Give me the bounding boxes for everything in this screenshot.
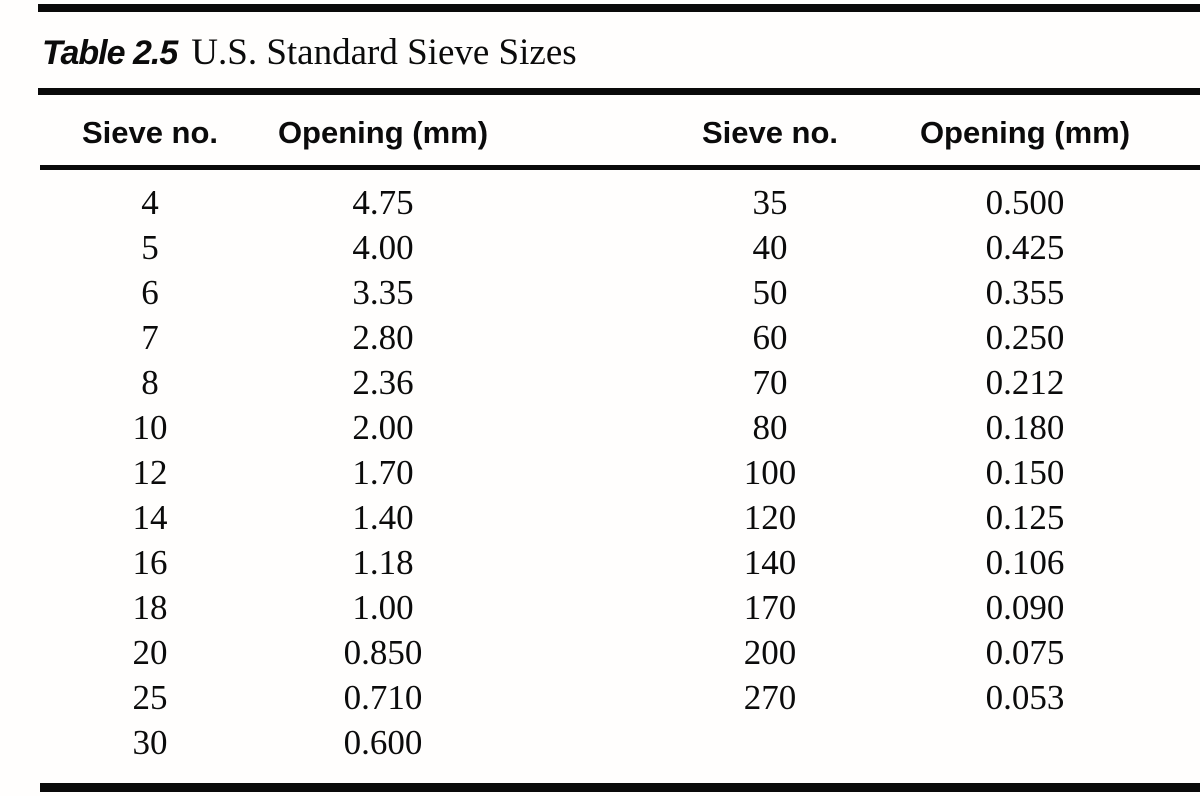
- top-rule: [38, 4, 1200, 12]
- opening-right-cell: 0.150: [985, 452, 1065, 492]
- sieve-no-left-cell: 10: [132, 407, 168, 447]
- header-opening-right: Opening (mm): [919, 115, 1131, 150]
- title-rule: [38, 88, 1200, 95]
- sieve-no-left-cell: 7: [141, 317, 159, 357]
- opening-right-cell: 0.250: [985, 317, 1065, 357]
- sieve-no-right-cell: 140: [743, 542, 797, 582]
- table-row: 30 0.600: [38, 720, 1158, 765]
- sieve-no-left-cell: 20: [132, 632, 168, 672]
- opening-left-cell: 2.36: [352, 362, 414, 402]
- sieve-no-right-cell: 60: [752, 317, 788, 357]
- header-sieve-no-left: Sieve no.: [81, 115, 219, 150]
- sieve-no-right-cell: 40: [752, 227, 788, 267]
- opening-left-cell: 0.600: [343, 722, 423, 762]
- table-title-text: U.S. Standard Sieve Sizes: [191, 32, 577, 73]
- header-opening-left: Opening (mm): [277, 115, 489, 150]
- sieve-no-left-cell: 6: [141, 272, 159, 312]
- sieve-no-left-cell: 18: [132, 587, 168, 627]
- opening-left-cell: 1.00: [352, 587, 414, 627]
- opening-right-cell: 0.106: [985, 542, 1065, 582]
- table-row: 4 4.75 35 0.500: [38, 180, 1158, 225]
- sieve-no-right-cell: 80: [752, 407, 788, 447]
- opening-right-cell: 0.355: [985, 272, 1065, 312]
- sieve-no-left-cell: 5: [141, 227, 159, 267]
- sieve-no-left-cell: 4: [141, 182, 159, 222]
- table-row: 25 0.710 270 0.053: [38, 675, 1158, 720]
- opening-left-cell: 1.18: [352, 542, 414, 582]
- sieve-no-left-cell: 12: [132, 452, 168, 492]
- header-sieve-no-right: Sieve no.: [701, 115, 839, 150]
- sieve-no-right-cell: 100: [743, 452, 797, 492]
- table-row: 12 1.70 100 0.150: [38, 450, 1158, 495]
- opening-right-cell: 0.212: [985, 362, 1065, 402]
- opening-left-cell: 3.35: [352, 272, 414, 312]
- opening-left-cell: 2.80: [352, 317, 414, 357]
- table-row: 16 1.18 140 0.106: [38, 540, 1158, 585]
- table-row: 20 0.850 200 0.075: [38, 630, 1158, 675]
- sieve-no-right-cell: 170: [743, 587, 797, 627]
- opening-right-cell: 0.180: [985, 407, 1065, 447]
- table-row: 18 1.00 170 0.090: [38, 585, 1158, 630]
- opening-left-cell: 1.40: [352, 497, 414, 537]
- opening-left-cell: 1.70: [352, 452, 414, 492]
- opening-right-cell: 0.425: [985, 227, 1065, 267]
- sieve-no-right-cell: 200: [743, 632, 797, 672]
- table-header-row: Sieve no. Opening (mm) Sieve no. Opening…: [38, 103, 1158, 163]
- table-row: 14 1.40 120 0.125: [38, 495, 1158, 540]
- opening-left-cell: 0.850: [343, 632, 423, 672]
- opening-left-cell: 0.710: [343, 677, 423, 717]
- opening-right-cell: 0.090: [985, 587, 1065, 627]
- header-rule: [40, 165, 1200, 170]
- sieve-no-left-cell: 14: [132, 497, 168, 537]
- sieve-no-right-cell: 120: [743, 497, 797, 537]
- sieve-no-left-cell: 30: [132, 722, 168, 762]
- table-row: 8 2.36 70 0.212: [38, 360, 1158, 405]
- table-row: 10 2.00 80 0.180: [38, 405, 1158, 450]
- opening-right-cell: 0.500: [985, 182, 1065, 222]
- sieve-no-right-cell: 70: [752, 362, 788, 402]
- opening-left-cell: 4.00: [352, 227, 414, 267]
- table-row: 7 2.80 60 0.250: [38, 315, 1158, 360]
- table-title-number: Table 2.5: [42, 34, 178, 72]
- table-row: 5 4.00 40 0.425: [38, 225, 1158, 270]
- sieve-no-right-cell: 35: [752, 182, 788, 222]
- sieve-table-body: 4 4.75 35 0.500 5 4.00 40 0.425 6 3.35 50 0.355 7 2.8…: [38, 180, 1158, 765]
- sieve-no-right-cell: 50: [752, 272, 788, 312]
- sieve-no-left-cell: 8: [141, 362, 159, 402]
- opening-left-cell: 4.75: [352, 182, 414, 222]
- table-title: Table 2.5 U.S. Standard Sieve Sizes: [42, 30, 577, 83]
- opening-right-cell: 0.053: [985, 677, 1065, 717]
- opening-left-cell: 2.00: [352, 407, 414, 447]
- table-row: 6 3.35 50 0.355: [38, 270, 1158, 315]
- sieve-no-left-cell: 16: [132, 542, 168, 582]
- sieve-no-left-cell: 25: [132, 677, 168, 717]
- opening-right-cell: 0.075: [985, 632, 1065, 672]
- opening-right-cell: 0.125: [985, 497, 1065, 537]
- bottom-rule: [40, 783, 1200, 792]
- sieve-no-right-cell: 270: [743, 677, 797, 717]
